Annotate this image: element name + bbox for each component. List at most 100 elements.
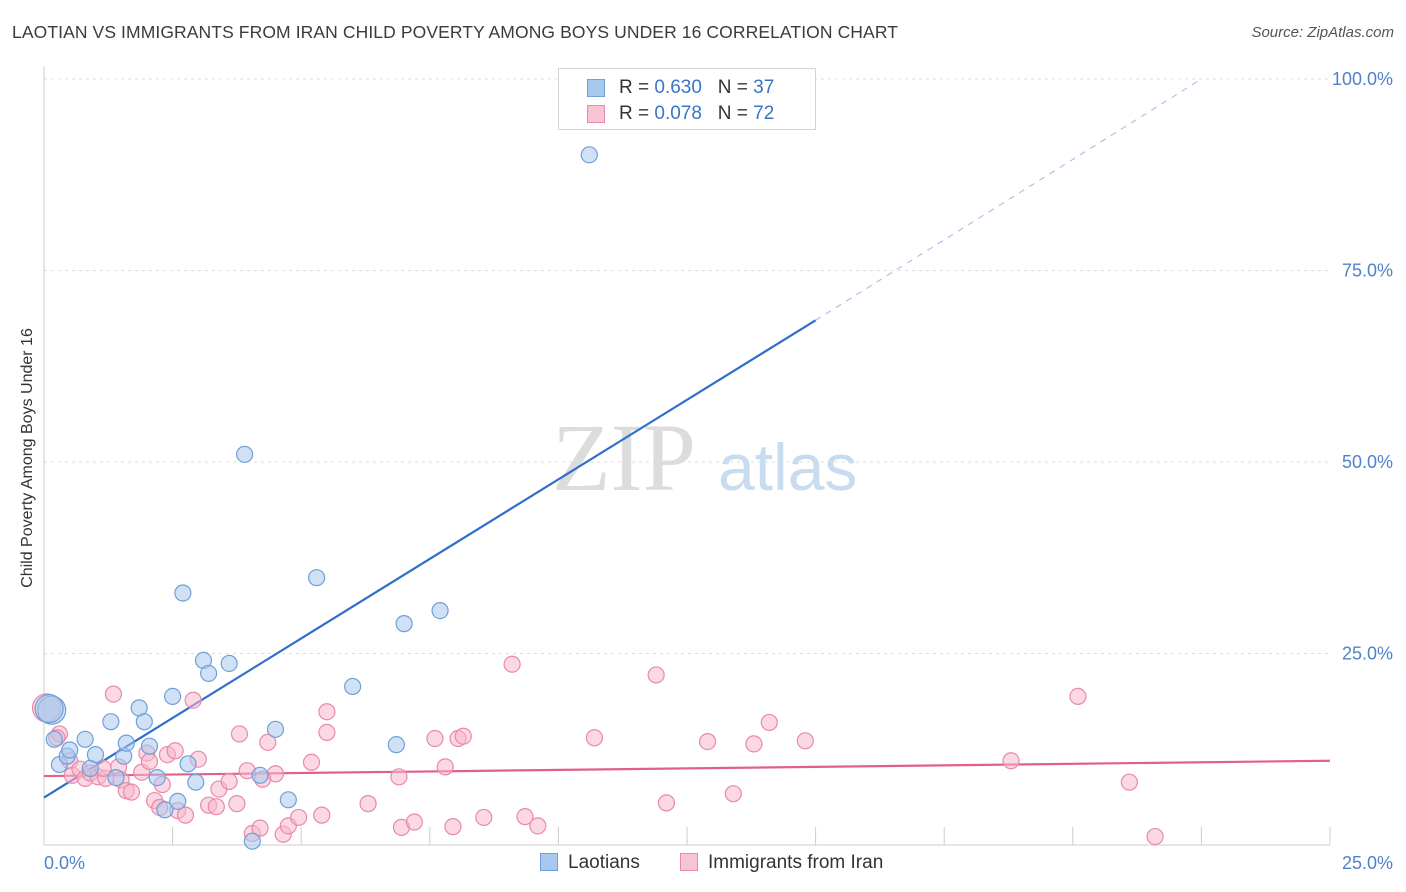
point-laotian-1 (45, 730, 63, 748)
point-iran-38 (302, 753, 321, 771)
point-iran-57 (657, 794, 676, 812)
point-laotian-19 (174, 584, 192, 602)
point-iran-28 (228, 795, 246, 813)
point-laotian-16 (156, 801, 174, 819)
point-laotian-13 (135, 713, 153, 731)
point-iran-59 (724, 785, 742, 803)
point-iran-29 (230, 725, 249, 743)
legend-text-laotians: R = 0.630 N = 37 (619, 77, 775, 98)
point-laotian-14 (140, 737, 159, 755)
point-iran-52 (503, 655, 521, 673)
point-iran-48 (444, 818, 462, 836)
trend-line-laotians (43, 319, 817, 799)
point-laotian-24 (220, 654, 238, 673)
point-laotian-31 (344, 677, 362, 696)
point-iran-23 (184, 691, 202, 709)
point-laotian-18 (169, 792, 187, 810)
legend-swatch-laotians (587, 79, 605, 97)
point-laotian-17 (164, 687, 182, 705)
series-swatch-laotians (540, 853, 558, 871)
trend-line-iran (43, 759, 1331, 778)
point-laotian-29 (279, 791, 297, 809)
point-laotian-34 (431, 602, 449, 620)
point-iran-9 (104, 685, 123, 703)
data-points (31, 146, 1164, 850)
point-laotian-4 (61, 741, 79, 759)
source-credit: Source: ZipAtlas.com (1251, 24, 1394, 41)
point-iran-43 (390, 768, 408, 786)
point-iran-58 (698, 732, 717, 751)
grid-lines (44, 78, 1330, 654)
point-laotian-5 (76, 730, 94, 748)
point-laotian-20 (179, 755, 197, 773)
point-laotian-23 (200, 664, 218, 683)
point-laotian-36 (34, 694, 64, 724)
series-legend-iran: Immigrants from Iran (680, 852, 883, 874)
point-iran-64 (1069, 687, 1087, 705)
point-laotian-35 (580, 146, 598, 164)
x-tick-label-0: 0.0% (44, 853, 85, 873)
point-iran-47 (436, 758, 454, 776)
point-iran-37 (290, 808, 308, 827)
y-tick-label-0: 25.0% (1342, 644, 1393, 664)
tick-labels: 25.0% 50.0% 75.0% 100.0% 0.0% 25.0% (44, 69, 1393, 873)
chart-title: LAOTIAN VS IMMIGRANTS FROM IRAN CHILD PO… (12, 22, 899, 42)
point-iran-66 (1146, 827, 1164, 846)
series-swatch-iran (680, 853, 698, 871)
point-laotian-11 (117, 734, 135, 752)
point-iran-50 (454, 727, 472, 745)
point-iran-55 (585, 729, 604, 747)
series-legend-laotians: Laotians (540, 852, 640, 874)
point-laotian-28 (266, 720, 285, 738)
point-iran-51 (475, 808, 493, 827)
point-laotian-30 (308, 569, 326, 587)
point-iran-42 (359, 795, 377, 813)
point-laotian-33 (395, 615, 413, 633)
point-iran-65 (1120, 773, 1138, 791)
stats-legend: R = 0.630 N = 37 R = 0.078 N = 72 (558, 68, 816, 130)
point-iran-41 (318, 703, 336, 721)
series-label-laotians: Laotians (568, 852, 640, 873)
point-laotian-8 (102, 713, 120, 731)
point-iran-32 (251, 819, 269, 837)
point-iran-63 (1002, 752, 1020, 770)
point-iran-39 (313, 806, 331, 824)
y-tick-label-2: 75.0% (1342, 261, 1393, 281)
point-iran-20 (166, 742, 184, 760)
point-iran-53 (516, 808, 534, 826)
point-iran-56 (647, 666, 665, 684)
point-laotian-25 (236, 445, 254, 463)
point-iran-27 (220, 772, 238, 791)
point-iran-22 (176, 806, 195, 824)
y-tick-label-1: 50.0% (1342, 452, 1393, 472)
point-iran-13 (122, 783, 141, 801)
y-tick-label-3: 100.0% (1332, 69, 1393, 89)
y-axis-label: Child Poverty Among Boys Under 16 (19, 328, 36, 588)
point-iran-60 (745, 735, 763, 753)
trend-line-laotians-extension (815, 78, 1202, 321)
legend-swatch-iran (587, 105, 605, 123)
legend-text-iran: R = 0.078 N = 72 (619, 103, 775, 124)
point-iran-62 (796, 732, 814, 750)
point-iran-46 (426, 729, 444, 748)
point-iran-45 (405, 813, 423, 831)
x-tick-label-1: 25.0% (1342, 853, 1393, 873)
point-iran-16 (140, 752, 159, 771)
point-laotian-26 (243, 832, 261, 850)
point-iran-33 (259, 733, 277, 751)
point-laotian-7 (86, 746, 105, 764)
point-laotian-27 (251, 766, 269, 784)
watermark-zip: ZIP (552, 404, 696, 511)
point-laotian-15 (148, 768, 166, 787)
series-label-iran: Immigrants from Iran (708, 852, 884, 873)
watermark: ZIP atlas (552, 404, 857, 511)
point-laotian-32 (387, 736, 405, 754)
point-iran-70 (207, 798, 225, 816)
watermark-atlas: atlas (718, 430, 857, 504)
point-laotian-21 (187, 773, 205, 791)
point-iran-61 (760, 713, 778, 732)
point-iran-40 (318, 723, 336, 741)
point-iran-54 (529, 817, 547, 835)
point-laotian-9 (107, 768, 125, 787)
